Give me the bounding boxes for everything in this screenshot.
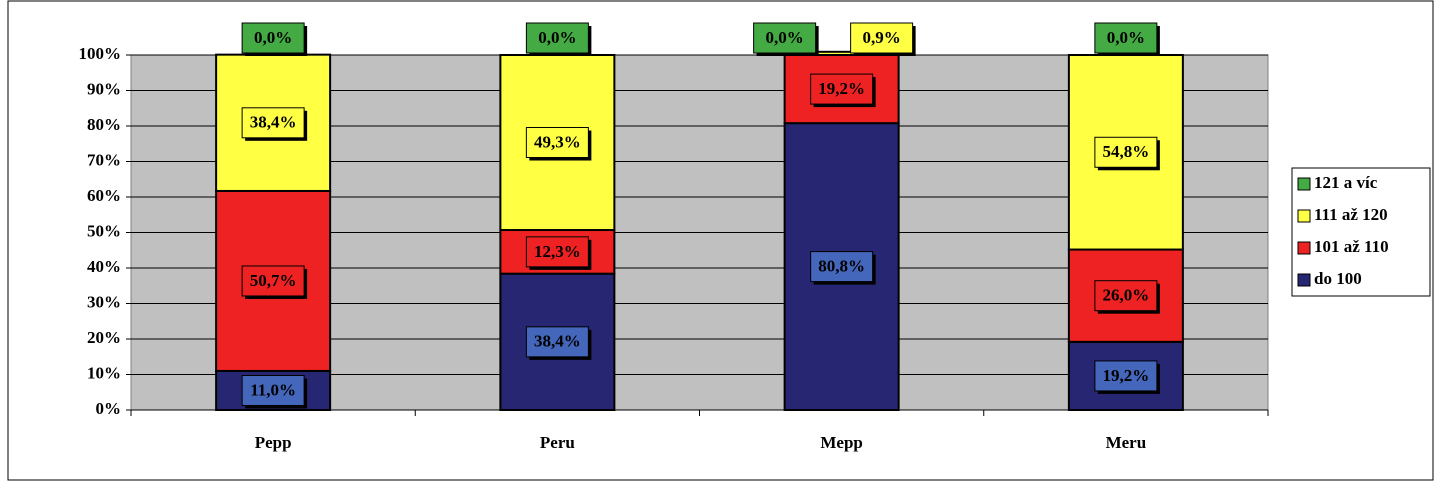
value-label-box: [753, 22, 817, 54]
y-tick-label: 20%: [87, 328, 121, 347]
legend-swatch: [1297, 177, 1311, 191]
x-tick-label: Peru: [540, 433, 575, 452]
y-tick-label: 60%: [87, 186, 121, 205]
value-label-box: [525, 127, 589, 159]
value-label: 19,2%: [818, 79, 865, 98]
value-label: 0,0%: [766, 28, 804, 47]
value-label-box: [1094, 280, 1158, 312]
legend-label: 111 až 120: [1314, 205, 1388, 224]
legend-label: 101 až 110: [1314, 237, 1389, 256]
value-label: 38,4%: [534, 332, 581, 351]
value-label: 50,7%: [250, 271, 297, 290]
value-label: 0,9%: [863, 28, 901, 47]
y-tick-label: 80%: [87, 115, 121, 134]
y-tick-label: 10%: [87, 363, 121, 382]
value-label: 80,8%: [818, 256, 865, 275]
value-label: 26,0%: [1103, 286, 1150, 305]
value-label: 0,0%: [1107, 28, 1145, 47]
value-label: 0,0%: [254, 28, 292, 47]
y-tick-label: 50%: [87, 221, 121, 240]
y-tick-label: 40%: [87, 257, 121, 276]
legend-swatch: [1297, 273, 1311, 287]
value-label: 49,3%: [534, 132, 581, 151]
legend-frame: [1291, 167, 1431, 297]
value-label-box: [850, 22, 914, 54]
legend-swatch: [1297, 209, 1311, 223]
value-label: 19,2%: [1103, 366, 1150, 385]
value-label: 12,3%: [534, 242, 581, 261]
value-label-box: [525, 236, 589, 268]
x-tick-label: Mepp: [820, 433, 863, 452]
value-label: 11,0%: [250, 380, 296, 399]
value-label-box: [1094, 360, 1158, 392]
y-tick-label: 90%: [87, 79, 121, 98]
value-label-box: [241, 374, 305, 406]
y-tick-label: 100%: [79, 44, 122, 63]
value-label-box: [525, 22, 589, 54]
value-label-box: [525, 326, 589, 358]
value-label: 38,4%: [250, 113, 297, 132]
value-label-box: [810, 73, 874, 105]
value-label-box: [1094, 136, 1158, 168]
value-label-box: [241, 107, 305, 139]
y-tick-label: 30%: [87, 292, 121, 311]
legend-swatch: [1297, 241, 1311, 255]
value-label: 54,8%: [1103, 142, 1150, 161]
value-label-box: [1094, 22, 1158, 54]
x-tick-label: Meru: [1106, 433, 1147, 452]
y-tick-label: 70%: [87, 150, 121, 169]
y-tick-label: 0%: [96, 399, 122, 418]
legend-label: 121 a víc: [1314, 173, 1378, 192]
value-label-box: [810, 251, 874, 283]
value-label: 0,0%: [538, 28, 576, 47]
value-label-box: [241, 22, 305, 54]
legend-label: do 100: [1314, 269, 1362, 288]
x-tick-label: Pepp: [255, 433, 292, 452]
value-label-box: [241, 265, 305, 297]
